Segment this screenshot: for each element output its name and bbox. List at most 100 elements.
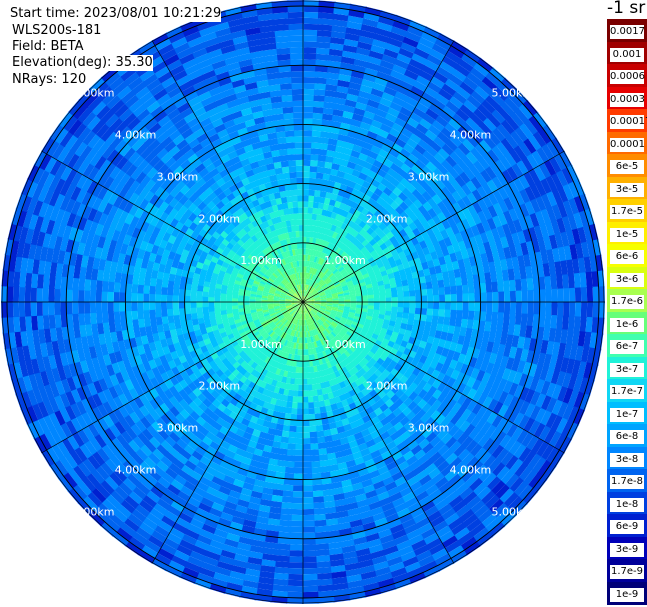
data-cell [376, 276, 384, 283]
data-cell [455, 371, 466, 384]
data-cell [183, 375, 193, 386]
data-cell [383, 455, 395, 466]
data-cell [203, 142, 215, 154]
data-cell [466, 275, 474, 286]
data-cell [281, 252, 287, 259]
data-cell [282, 325, 287, 332]
data-cell [306, 306, 310, 312]
data-cell [427, 244, 436, 254]
data-cell [410, 444, 423, 456]
data-cell [201, 435, 213, 446]
data-cell [285, 313, 291, 319]
data-cell [347, 316, 354, 322]
data-cell [163, 329, 172, 339]
data-cell [132, 318, 140, 329]
data-cell [474, 292, 481, 303]
data-cell [520, 313, 528, 327]
data-cell [302, 378, 308, 385]
data-cell [342, 448, 353, 457]
data-cell [279, 316, 286, 322]
data-cell [208, 440, 221, 451]
data-cell [367, 294, 374, 299]
data-cell [344, 341, 352, 349]
data-cell [302, 432, 311, 439]
data-cell [324, 254, 330, 262]
data-cell [264, 414, 273, 423]
data-cell [284, 232, 290, 240]
data-cell [348, 314, 355, 319]
data-cell [289, 290, 295, 295]
data-cell [369, 260, 377, 268]
data-cell [263, 274, 270, 280]
data-cell [407, 193, 418, 204]
data-cell [214, 143, 226, 154]
data-cell [433, 294, 440, 303]
data-cell [258, 270, 265, 277]
data-cell [310, 267, 315, 274]
data-cell [232, 305, 239, 310]
data-cell [417, 398, 428, 410]
data-cell [290, 65, 304, 72]
data-cell [361, 357, 369, 365]
data-cell [328, 272, 334, 279]
data-cell [379, 302, 386, 307]
data-cell [137, 344, 146, 356]
data-cell [325, 278, 331, 284]
data-cell [422, 382, 433, 393]
data-cell [326, 305, 333, 309]
data-cell [335, 314, 342, 319]
data-cell [255, 378, 263, 387]
data-cell [299, 236, 304, 243]
data-cell [190, 301, 197, 308]
data-cell [159, 413, 171, 425]
data-cell [317, 288, 323, 293]
data-cell [306, 378, 312, 385]
data-cell [358, 172, 368, 181]
data-cell [275, 399, 283, 407]
data-cell [317, 311, 323, 316]
data-cell [248, 274, 256, 281]
data-cell [267, 358, 274, 366]
data-cell [323, 276, 330, 283]
data-cell [274, 309, 281, 313]
data-cell [347, 269, 355, 276]
data-cell [351, 222, 359, 231]
data-cell [273, 341, 280, 349]
data-cell [291, 302, 298, 304]
data-cell [438, 355, 447, 366]
data-cell [313, 95, 326, 102]
data-cell [302, 473, 313, 480]
data-cell [135, 373, 145, 386]
data-cell [95, 290, 102, 302]
data-cell [243, 250, 251, 258]
data-cell [413, 218, 423, 229]
data-cell [307, 348, 312, 355]
data-cell [355, 337, 363, 344]
data-cell [379, 289, 386, 295]
data-cell [204, 321, 212, 328]
data-cell [349, 307, 356, 311]
data-cell [154, 405, 165, 418]
data-cell [392, 436, 404, 447]
data-cell [221, 454, 234, 465]
data-cell [133, 265, 141, 277]
data-cell [329, 265, 335, 272]
data-cell [328, 315, 335, 320]
data-cell [154, 185, 166, 198]
data-cell [308, 419, 316, 427]
data-cell [254, 232, 262, 240]
data-cell [156, 323, 164, 333]
data-cell [233, 253, 241, 261]
data-cell [285, 303, 292, 305]
data-cell [509, 279, 516, 292]
data-cell [350, 334, 358, 341]
data-cell [226, 253, 234, 261]
data-cell [385, 268, 394, 275]
data-cell [295, 306, 300, 312]
data-cell [178, 288, 186, 296]
data-cell [373, 302, 380, 307]
data-cell [303, 290, 305, 297]
data-cell [472, 319, 480, 331]
data-cell [205, 445, 218, 456]
data-cell [341, 359, 349, 367]
